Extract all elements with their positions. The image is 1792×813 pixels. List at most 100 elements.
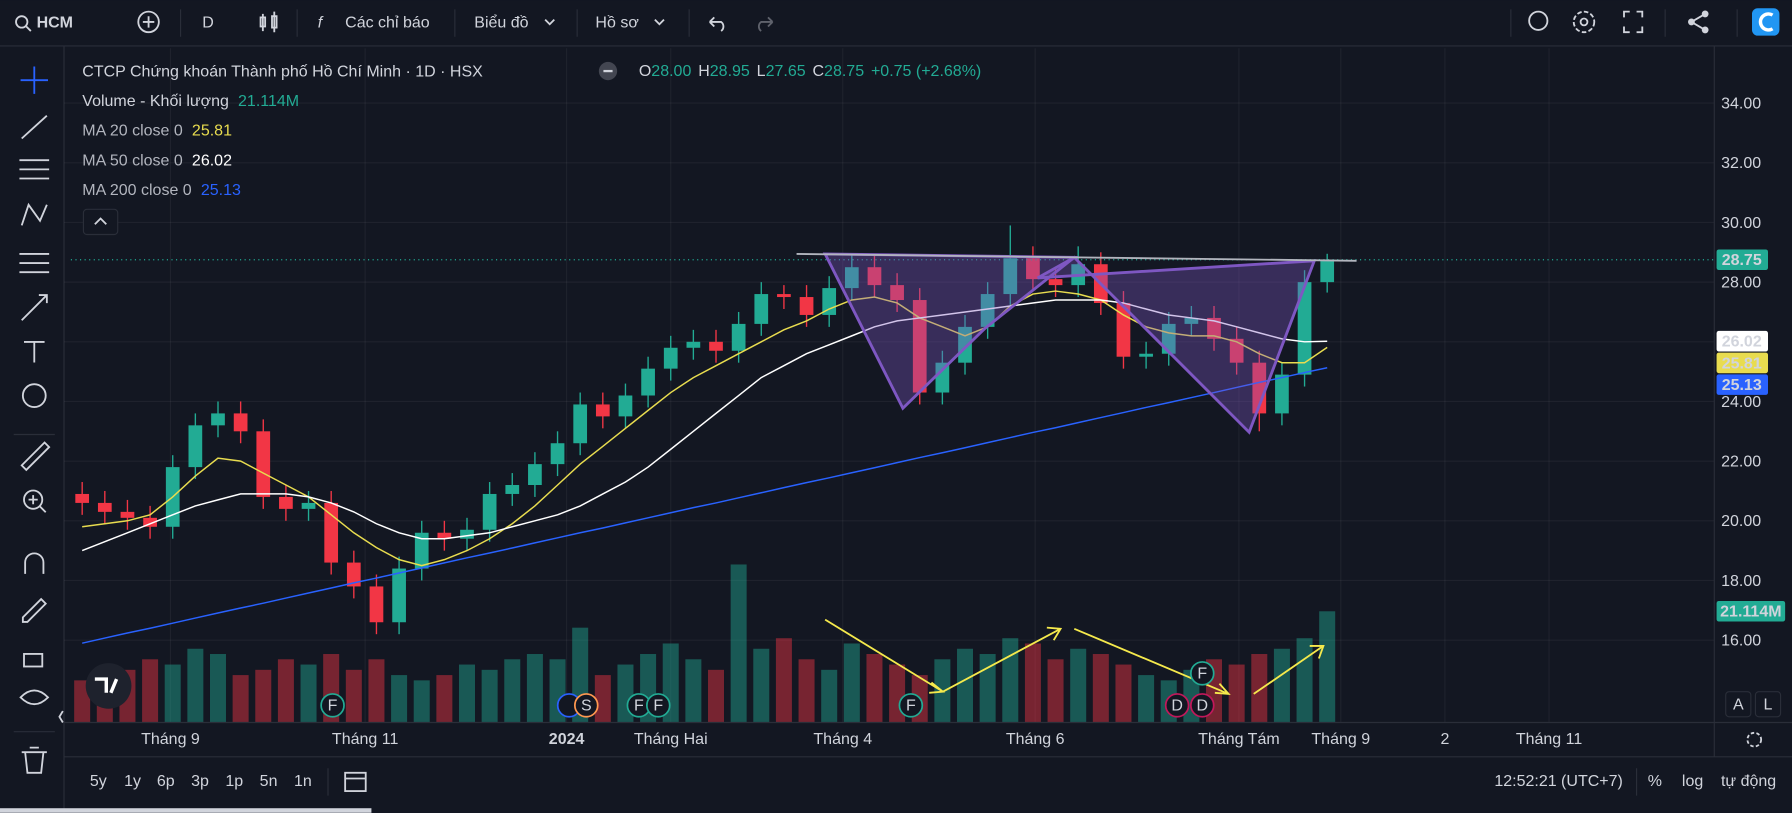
candle-body [1297,282,1312,375]
scale-button[interactable] [1754,691,1782,718]
range-button[interactable]: 5n [260,773,278,790]
profile-menu[interactable]: Hồ sơ [595,14,639,31]
ma-line [82,367,1328,644]
candle-body [233,413,248,432]
scale-button[interactable] [1725,691,1752,718]
symbol[interactable]: HCM [37,14,73,31]
text-tool[interactable] [24,341,45,363]
arrow-tool[interactable] [21,294,48,321]
volume-bar [821,669,838,723]
volume-bar [685,659,702,723]
indicator-legend: MA 200 close 0 25.13 [82,182,241,199]
forecast-tool[interactable] [19,253,50,274]
candle-body [890,285,904,301]
candle-body [392,568,406,623]
event-marker[interactable] [1190,661,1215,686]
search-icon[interactable] [15,15,29,29]
volume-bar [775,638,792,723]
price-badge [1716,352,1768,374]
redo[interactable] [757,16,774,32]
event-marker[interactable] [1190,693,1215,718]
tv-logo [94,677,119,694]
alert-icon[interactable] [1528,10,1549,31]
collapse-button[interactable] [82,208,119,236]
undo[interactable] [709,16,725,32]
collapse-toolbar[interactable] [58,710,64,723]
delete-tool[interactable] [21,746,47,774]
y-tick-label: 24.00 [1721,394,1761,411]
pattern-tool[interactable] [20,202,48,226]
volume-bar [843,643,860,723]
scale-button-label[interactable]: L [1764,697,1773,714]
chart-menu[interactable]: Biểu đồ [474,13,528,31]
y-tick-label: 34.00 [1721,95,1761,112]
clock: 12:52:21 (UTC+7) [1494,773,1623,790]
fib-tool[interactable] [19,159,50,180]
volume-bar [504,659,521,723]
x-tick-label: 2 [1440,731,1449,748]
log-button[interactable]: log [1682,773,1703,790]
lock-draw-tool[interactable] [21,597,48,623]
trendline-tool[interactable] [21,114,48,140]
candle-body [97,502,112,512]
volume-bar [866,654,883,723]
bottom-bar: 5y 1y 6p 3p 1p 5n 1n 12:52:21 (UTC+7) % … [0,768,1776,813]
indicator-name: Volume - Khối lượng [82,93,229,110]
candle-body [912,300,927,393]
emoji-tool[interactable] [21,383,47,408]
goto-date[interactable] [344,771,367,792]
range-button[interactable]: 1y [124,773,141,790]
crosshair-tool[interactable] [20,66,48,94]
axis-settings[interactable] [1746,731,1763,748]
zoom-tool[interactable] [23,489,44,510]
candle-body [1320,259,1335,283]
triangle-pattern[interactable] [1037,255,1317,435]
left-toolbar [13,45,65,813]
event-marker[interactable] [645,693,671,718]
neckline[interactable] [796,253,1357,262]
interval[interactable]: D [202,14,214,31]
candle-body [505,485,520,494]
indicator-name: MA 200 close 0 [82,182,192,199]
auto-button[interactable]: tự động [1721,773,1776,790]
price-badge [1716,374,1768,395]
candle-body [346,562,361,587]
range-button[interactable]: 5y [90,773,107,790]
scale-button-label[interactable]: A [1733,697,1744,714]
volume-badge [1716,600,1786,622]
visibility-tool[interactable] [19,689,50,706]
candle-body [482,493,497,530]
candle-body [731,323,746,351]
event-marker[interactable] [573,693,599,718]
x-tick-label: 2024 [549,731,585,748]
event-marker[interactable] [1164,693,1190,718]
range-button[interactable]: 6p [157,773,175,790]
event-marker[interactable] [320,693,345,718]
ruler-tool[interactable] [20,441,51,472]
candle-body [120,511,135,518]
change: +0.75 (+2.68%) [871,63,981,80]
event-marker[interactable] [898,693,924,718]
x-tick-label: Tháng 11 [1516,731,1583,748]
candle-body [980,294,995,327]
legend: CTCP Chứng khoán Thành phố Hồ Chí Minh ·… [82,61,981,236]
arrow[interactable] [1253,645,1325,695]
chart-type-icon[interactable] [259,11,278,33]
arrow[interactable] [942,626,1063,693]
range-button[interactable]: 1p [225,773,243,790]
fullscreen-icon[interactable] [1623,10,1644,34]
logo[interactable] [1752,8,1780,36]
range-button[interactable]: 1n [294,773,312,790]
indicators[interactable]: Các chỉ báo [345,14,430,31]
volume-bar [730,564,747,723]
share-icon [1688,18,1695,26]
y-tick-label: 28.00 [1721,274,1761,291]
lock-tool[interactable] [23,653,44,668]
settings-icon[interactable] [1572,10,1596,34]
add-symbol[interactable] [137,10,160,34]
range-button[interactable]: 3p [191,773,209,790]
percent-button[interactable]: % [1648,773,1662,790]
magnet-tool[interactable] [24,552,45,574]
tv-logo[interactable] [85,663,132,709]
